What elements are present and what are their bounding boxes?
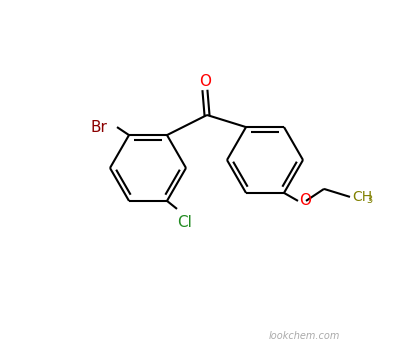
Text: O: O — [199, 74, 211, 89]
Text: lookchem.com: lookchem.com — [269, 331, 340, 341]
Text: O: O — [299, 193, 311, 208]
Text: CH: CH — [352, 190, 372, 204]
Text: Br: Br — [90, 120, 107, 134]
Text: 3: 3 — [366, 195, 372, 205]
Text: Cl: Cl — [177, 215, 192, 230]
